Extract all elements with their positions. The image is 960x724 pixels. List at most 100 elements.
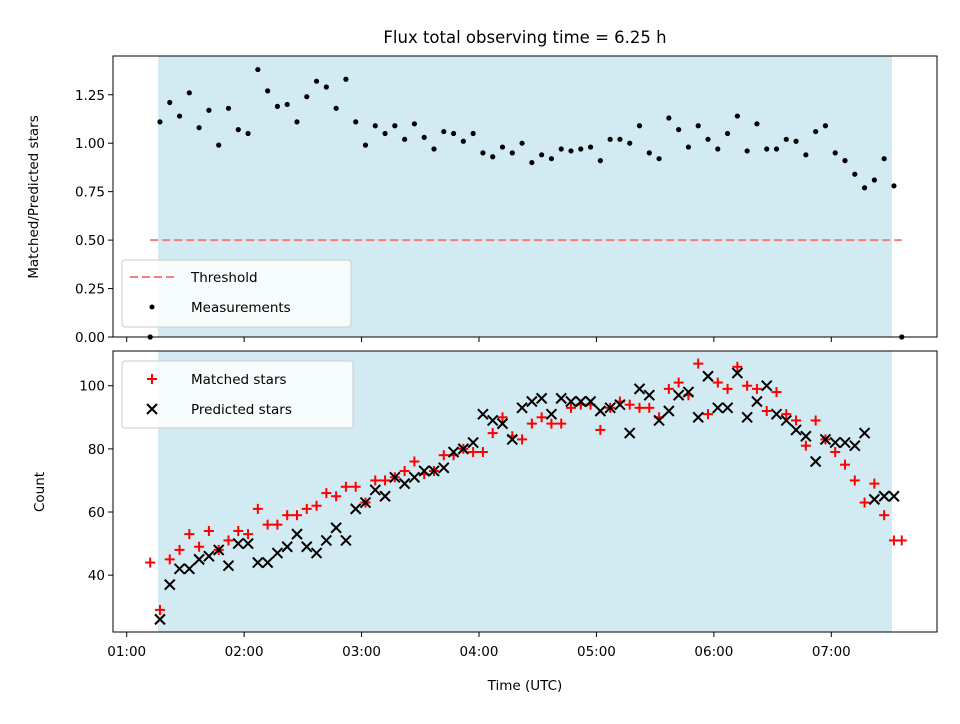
predicted-star-point — [428, 465, 440, 477]
measurement-point — [617, 136, 623, 142]
measurement-point — [636, 123, 643, 129]
matched-star-point — [517, 434, 528, 445]
measurement-point — [353, 119, 359, 125]
measurement-point — [861, 185, 868, 191]
predicted-star-point — [183, 563, 196, 575]
x-tick-label: 01:00 — [107, 644, 146, 660]
predicted-star-point — [330, 522, 342, 534]
measurement-point — [539, 152, 545, 158]
predicted-star-point — [770, 408, 783, 420]
predicted-star-point — [702, 370, 714, 382]
matched-star-point — [477, 447, 488, 458]
y-tick-label: 80 — [88, 442, 105, 458]
predicted-star-point — [535, 392, 548, 405]
matched-star-point — [380, 475, 391, 486]
measurement-point — [431, 146, 437, 152]
matched-star-point — [438, 450, 449, 461]
matched-star-point — [849, 475, 860, 486]
matched-star-point — [761, 405, 772, 416]
matched-star-point — [595, 424, 606, 435]
y-tick-label: 0.50 — [75, 233, 105, 249]
x-axis-ticks: 01:00 02:00 03:00 04:00 05:00 06:00 07:00 — [107, 632, 851, 660]
predicted-star-point — [281, 541, 293, 553]
x-tick-label: 03:00 — [342, 644, 381, 660]
predicted-star-point — [545, 408, 558, 420]
predicted-star-point — [496, 417, 509, 430]
predicted-star-point — [643, 389, 655, 401]
predicted-star-point — [203, 550, 215, 562]
predicted-star-point — [389, 471, 401, 483]
predicted-star-point — [780, 414, 792, 427]
legend-box — [121, 259, 352, 328]
matched-star-point — [350, 481, 361, 492]
matched-star-point — [673, 377, 684, 388]
measurement-point — [627, 140, 633, 146]
matched-star-point — [565, 402, 576, 413]
predicted-star-point — [819, 433, 832, 446]
bottom-panel: 40 60 80 100 01:00 02:00 03:00 04:00 05:00 06:00… — [32, 350, 938, 694]
predicted-star-point — [829, 436, 841, 449]
matched-star-point — [526, 418, 537, 429]
legend-matched-label: Matched stars — [191, 372, 287, 388]
measurement-point — [607, 136, 613, 142]
measurement-point — [646, 150, 652, 156]
predicted-star-point — [398, 477, 411, 490]
predicted-star-point — [526, 395, 538, 408]
matched-star-point — [331, 491, 342, 502]
predicted-star-point — [741, 411, 753, 424]
legend-threshold-label: Threshold — [190, 270, 258, 286]
measurement-point — [313, 78, 320, 84]
measurement-point — [881, 156, 887, 162]
predicted-star-point — [212, 544, 225, 556]
y-tick-label: 0.00 — [75, 330, 105, 346]
matched-star-point — [781, 409, 792, 420]
legend-measurements-swatch — [149, 304, 155, 310]
y-axis-ticks: 0.00 0.25 0.50 0.75 1.00 1.25 — [75, 88, 113, 346]
plot-frame — [112, 55, 938, 338]
predicted-star-point — [809, 455, 822, 468]
matched-star-point — [203, 525, 214, 536]
y-axis-label: Matched/Predicted stars — [26, 115, 42, 278]
matched-star-point — [644, 402, 655, 413]
measurement-point — [186, 90, 192, 96]
y-tick-label: 1.00 — [75, 136, 105, 152]
predicted-star-point — [173, 563, 186, 575]
predicted-star-point — [653, 414, 665, 427]
y-tick-label: 40 — [88, 568, 105, 584]
legend-matched-swatch — [147, 374, 157, 384]
measurement-point — [294, 119, 300, 125]
predicted-star-point — [447, 446, 460, 458]
x-tick-label: 05:00 — [577, 644, 616, 660]
predicted-star-point — [614, 398, 626, 411]
predicted-star-point — [261, 556, 274, 569]
matched-star-point — [693, 358, 704, 369]
matched-star-point — [859, 497, 870, 508]
matched-star-point — [174, 544, 185, 555]
measurement-point — [754, 121, 760, 127]
measurement-point — [402, 136, 408, 142]
matched-star-point — [546, 418, 557, 429]
matched-star-point — [154, 604, 165, 615]
matched-star-point — [409, 456, 420, 467]
matched-star-point — [497, 412, 508, 423]
matched-star-point — [164, 554, 175, 565]
legend: Matched stars Predicted stars — [121, 360, 354, 429]
measurement-point — [284, 101, 290, 108]
measurement-point — [480, 150, 486, 156]
measurement-point — [509, 150, 515, 156]
measurement-point — [411, 121, 418, 127]
matched-star-point — [800, 440, 811, 451]
measurement-point — [421, 134, 427, 140]
measurement-point — [676, 127, 682, 133]
predicted-star-point — [301, 541, 313, 553]
y-tick-label: 60 — [88, 505, 105, 521]
matched-star-point — [879, 510, 890, 521]
matched-star-point — [896, 535, 907, 546]
measurement-point — [803, 152, 809, 158]
matched-star-point — [184, 529, 195, 540]
predicted-star-point — [291, 528, 303, 540]
matched-star-point — [634, 402, 645, 413]
measurement-point — [255, 66, 261, 73]
matched-star-point — [370, 475, 381, 486]
measurement-point — [685, 144, 692, 150]
